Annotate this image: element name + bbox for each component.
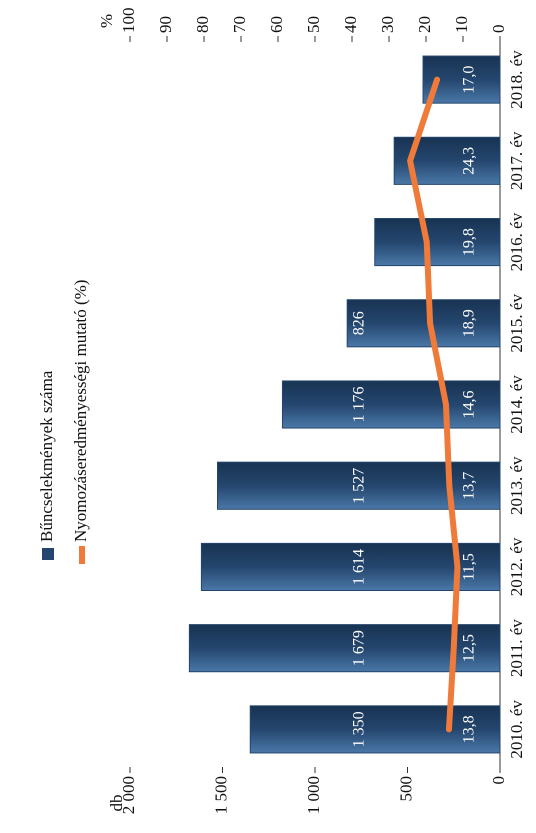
y2-tick-label: 70 <box>230 16 249 33</box>
x-tick-label: 2011. év <box>507 619 526 677</box>
y2-tick-label: 40 <box>341 16 360 33</box>
y-axis-title: db <box>107 795 126 812</box>
y2-tick-label: 20 <box>415 16 434 33</box>
y2-tick-label: 90 <box>156 16 175 33</box>
y-tick-label: 1 000 <box>304 776 323 814</box>
x-tick-label: 2015. év <box>507 294 526 353</box>
x-tick-label: 2012. év <box>507 537 526 596</box>
bar-value-label: 416 <box>351 68 368 92</box>
y-tick-label: 1 500 <box>211 776 230 814</box>
line-value-label: 17,0 <box>461 66 478 94</box>
y-tick-label: 500 <box>396 776 415 802</box>
x-tick-label: 2016. év <box>507 212 526 271</box>
y2-tick-label: 50 <box>304 16 323 33</box>
legend-label: Bűncselekmények száma <box>37 370 56 542</box>
x-tick-label: 2014. év <box>507 375 526 434</box>
x-tick-label: 2013. év <box>507 456 526 515</box>
bar-value-label: 1 350 <box>351 711 368 747</box>
bar <box>200 542 501 591</box>
legend-label: Nyomozáseredményességi mutató (%) <box>71 280 90 542</box>
x-tick-label: 2018. év <box>507 50 526 109</box>
line-value-label: 19,8 <box>461 228 478 256</box>
x-tick-label: 2017. év <box>507 131 526 190</box>
y2-axis-title: % <box>97 14 116 28</box>
bar-value-label: 677 <box>351 230 368 254</box>
y2-tick-label: 30 <box>378 16 397 33</box>
bar <box>393 136 501 185</box>
y-tick-label: 2 000 <box>119 776 138 814</box>
y2-tick-label: 100 <box>119 8 138 34</box>
line-value-label: 24,3 <box>461 147 478 175</box>
x-tick-label: 2010. év <box>507 700 526 759</box>
legend-swatch <box>42 548 54 560</box>
bar <box>188 624 501 673</box>
bar <box>217 461 501 510</box>
y2-tick-label: 60 <box>267 16 286 33</box>
line-value-label: 11,5 <box>461 553 478 580</box>
bar-value-label: 1 527 <box>351 468 368 504</box>
bar <box>374 218 501 267</box>
bar-value-label: 1 614 <box>351 549 368 585</box>
bar-value-label: 572 <box>351 149 368 173</box>
line <box>407 76 461 733</box>
bar <box>422 55 501 104</box>
y-tick-label: 0 <box>489 776 508 785</box>
line-value-label: 13,8 <box>461 715 478 743</box>
bar-value-label: 1 679 <box>351 630 368 666</box>
line-value-label: 14,6 <box>461 391 478 419</box>
rotated-chart: db % 0 500 1 000 1 500 2 000 0 10 20 30 40 50 60 70 8… <box>37 8 526 815</box>
line-value-label: 12,5 <box>461 634 478 662</box>
y2-tick-label: 0 <box>489 25 508 34</box>
bar <box>249 705 501 754</box>
y2-tick-label: 80 <box>193 16 212 33</box>
bar <box>346 299 501 348</box>
line-value-label: 13,7 <box>461 472 478 500</box>
bar-value-label: 826 <box>351 311 368 335</box>
bar-value-label: 1 176 <box>351 387 368 423</box>
y2-tick-label: 10 <box>452 16 471 33</box>
line-value-label: 18,9 <box>461 309 478 337</box>
